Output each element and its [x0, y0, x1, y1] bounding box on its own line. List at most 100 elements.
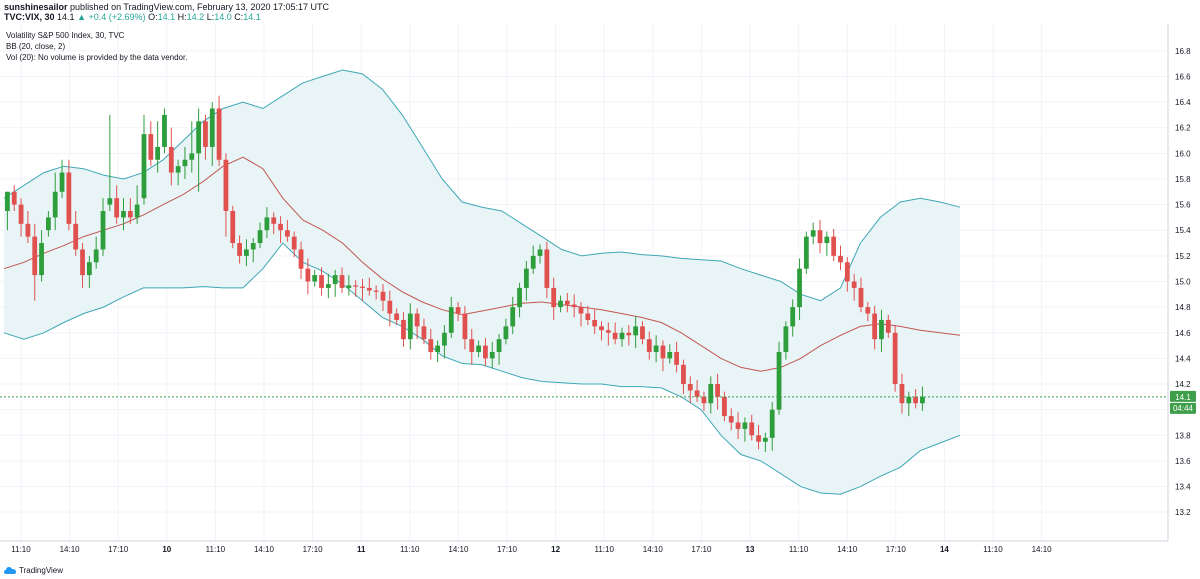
candle-body: [592, 319, 598, 327]
candle-body: [687, 384, 693, 391]
candle-body: [469, 339, 475, 352]
candle-body: [155, 146, 161, 160]
candle-body: [462, 313, 468, 340]
x-tick-label: 11:10: [11, 545, 31, 554]
candle-body: [892, 332, 898, 385]
x-tick-label: 14: [940, 545, 949, 554]
candle-body: [510, 307, 516, 327]
candle-body: [80, 249, 85, 276]
candle-body: [762, 437, 768, 442]
svg-text:04:44: 04:44: [1173, 404, 1194, 413]
candle-body: [448, 307, 454, 333]
x-tick-label: 14:10: [643, 545, 664, 554]
tradingview-logo-icon: [4, 566, 16, 574]
x-tick-label: 14:10: [1032, 545, 1053, 554]
y-tick-label: 13.8: [1175, 431, 1191, 440]
candle-body: [681, 364, 686, 385]
last-price: 14.1: [57, 12, 75, 22]
x-tick-label: 11:10: [400, 545, 420, 554]
candle-body: [244, 249, 249, 256]
time-axis[interactable]: 11:10 14:10 17:10 10 11:10 14:10 17:10 11 11:10 1…: [11, 545, 1052, 554]
price-axis[interactable]: 16.8 16.6 16.4 16.2 16.0 15.8 15.6 15.4 15.2 15.0…: [1175, 47, 1191, 517]
candle-body: [790, 307, 796, 327]
candle-body: [660, 345, 666, 359]
candle-body: [865, 307, 871, 314]
candle-body: [73, 223, 79, 250]
candle-body: [5, 191, 10, 212]
candle-body: [360, 286, 365, 288]
candle-body: [216, 108, 222, 160]
candle-body: [442, 332, 447, 346]
tradingview-brand[interactable]: TradingView: [19, 565, 64, 575]
candle-body: [401, 319, 406, 340]
candle-body: [66, 172, 72, 224]
y-tick-label: 16.8: [1175, 47, 1191, 56]
candle-body: [141, 134, 147, 199]
candle-body: [250, 243, 256, 250]
candle-body: [11, 191, 17, 205]
author-name[interactable]: sunshinesailor: [4, 2, 68, 12]
y-tick-label: 16.2: [1175, 124, 1191, 133]
candle-body: [353, 285, 359, 287]
candle-body: [674, 351, 680, 365]
candle-body: [619, 332, 625, 340]
candle-body: [496, 339, 502, 352]
price-chart[interactable]: 16.8 16.6 16.4 16.2 16.0 15.8 15.6 15.4 15.2 15.0…: [0, 24, 1200, 564]
x-tick-label: 11:10: [206, 545, 226, 554]
candle-body: [824, 236, 830, 244]
candle-body: [366, 287, 372, 291]
candle-body: [230, 211, 236, 244]
candle-body: [32, 236, 38, 276]
candle-body: [168, 146, 174, 173]
candle-body: [182, 159, 188, 167]
candle-body: [407, 313, 413, 340]
y-tick-label: 15.0: [1175, 278, 1191, 287]
price-change: +0.4 (+2.69%): [88, 12, 146, 22]
candle-body: [18, 204, 24, 224]
publish-text: published on TradingView.com, February 1…: [70, 2, 330, 12]
candle-body: [455, 307, 461, 314]
candle-body: [633, 326, 639, 336]
bollinger-basis: [3, 156, 961, 372]
candle-body: [237, 243, 242, 256]
x-tick-label: 17:10: [303, 545, 324, 554]
candle-body: [257, 230, 263, 244]
candle-body: [127, 211, 133, 218]
candle-body: [291, 236, 297, 250]
candle-body: [776, 351, 782, 410]
x-tick-label: 17:10: [886, 545, 907, 554]
x-tick-label: 14:10: [254, 545, 275, 554]
x-tick-label: 14:10: [60, 545, 81, 554]
candle-body: [906, 396, 912, 404]
chart-legend: Volatility S&P 500 Index, 30, TVC BB (20…: [6, 30, 187, 63]
candle-body: [551, 287, 557, 308]
x-tick-label: 10: [162, 545, 171, 554]
candle-body: [45, 217, 51, 231]
y-tick-label: 15.8: [1175, 175, 1191, 184]
candle-body: [701, 396, 707, 404]
y-tick-label: 13.2: [1175, 508, 1191, 517]
candle-body: [319, 275, 324, 288]
y-tick-label: 14.4: [1175, 354, 1191, 363]
high-label: H:: [177, 12, 187, 22]
candle-body: [414, 313, 420, 327]
x-tick-label: 13: [746, 545, 755, 554]
candle-body: [844, 262, 850, 282]
candle-body: [722, 396, 727, 417]
candle-body: [93, 249, 99, 263]
candle-body: [278, 223, 283, 231]
bollinger-lower-band: [3, 242, 961, 495]
candle-body: [810, 230, 816, 237]
candle-body: [380, 291, 386, 301]
candle-body: [421, 326, 427, 340]
chart-header: sunshinesailor published on TradingView.…: [4, 0, 1194, 24]
candle-body: [134, 204, 140, 218]
candle-body: [387, 300, 393, 314]
candle-body: [599, 326, 604, 331]
candle-body: [885, 319, 891, 333]
candle-body: [742, 422, 748, 429]
y-tick-label: 14.6: [1175, 329, 1191, 338]
candle-body: [851, 281, 857, 288]
candle-body: [503, 326, 509, 340]
candle-body: [899, 384, 905, 404]
